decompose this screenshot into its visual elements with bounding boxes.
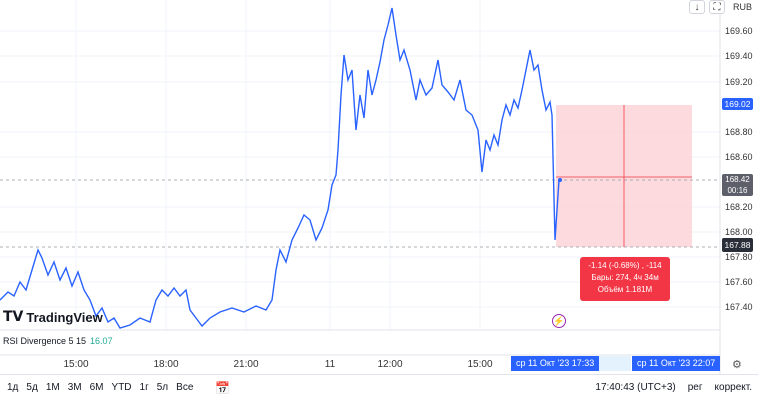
cursor-price: 168.42: [725, 175, 750, 184]
price-tick-label: 167.80: [725, 252, 753, 262]
session-mode[interactable]: рег: [687, 382, 703, 393]
range-button[interactable]: 3М: [67, 382, 82, 393]
top-controls: ↓ ⛶ RUB: [688, 0, 758, 14]
range-button[interactable]: 1М: [45, 382, 60, 393]
price-tick-label: 169.60: [725, 26, 753, 36]
indicator-name: RSI Divergence 5 15: [3, 336, 87, 346]
range-button[interactable]: 6М: [89, 382, 104, 393]
calendar-icon[interactable]: 📅: [215, 380, 231, 395]
indicator-legend[interactable]: RSI Divergence 5 15 16.07: [3, 336, 113, 346]
tradingview-logo[interactable]: 𝗧𝗩 TradingView: [3, 309, 103, 325]
measure-price-tag: 167.88: [722, 238, 753, 252]
time-axis[interactable]: 15:00 18:00 21:00 11 12:00 15:00: [63, 359, 492, 370]
price-tick-label: 168.60: [725, 152, 753, 162]
fullscreen-icon[interactable]: ⛶: [708, 0, 725, 14]
bottom-toolbar: 1д 5д 1М 3М 6М YTD 1г 5л Все 📅 17:40:43 (UTC+3) …: [0, 374, 758, 400]
time-cursor-start: ср 11 Окт '23 17:33: [511, 356, 600, 371]
last-price-tag: 169.02: [722, 98, 753, 110]
time-tick-label: 15:00: [63, 359, 88, 370]
gear-icon[interactable]: ⚙: [732, 359, 742, 371]
time-tick-label: 21:00: [233, 359, 258, 370]
measure-volume: Объём 1.181M: [597, 285, 653, 294]
chart-grid: [0, 0, 720, 330]
price-tick-label: 169.40: [725, 51, 753, 61]
range-button[interactable]: 1г: [139, 382, 149, 393]
logo-mark-icon: 𝗧𝗩: [3, 309, 24, 325]
measure-info-box: -1.14 (-0.68%) , -114 Бары: 274, 4ч 34м …: [580, 257, 670, 301]
price-tick-label: 168.80: [725, 127, 753, 137]
price-series-line: [0, 7, 560, 329]
range-buttons: 1д 5д 1М 3М 6М YTD 1г 5л Все: [0, 382, 197, 393]
price-tick-label: 169.20: [725, 77, 753, 87]
logo-text: TradingView: [26, 309, 103, 325]
price-tick-label: 167.60: [725, 277, 753, 287]
range-button[interactable]: 5л: [156, 382, 169, 393]
time-tick-label: 18:00: [153, 359, 178, 370]
time-tick-label: 11: [325, 359, 336, 370]
lightning-icon[interactable]: ⚡: [552, 314, 566, 328]
indicator-value: 16.07: [90, 336, 113, 346]
clock[interactable]: 17:40:43 (UTC+3): [595, 382, 676, 393]
price-tick-label: 167.40: [725, 302, 753, 312]
time-tick-label: 15:00: [467, 359, 492, 370]
time-cursor-end: ср 11 Окт '23 22:07: [632, 356, 721, 371]
countdown: 00:16: [727, 186, 748, 195]
currency-label[interactable]: RUB: [732, 2, 752, 12]
range-button[interactable]: YTD: [111, 382, 132, 393]
bottom-right-controls: 17:40:43 (UTC+3) рег коррект.: [595, 382, 752, 393]
range-button[interactable]: 1д: [7, 382, 19, 393]
price-axis[interactable]: 169.60 169.40 169.20 168.80 168.60 168.20 168.…: [725, 26, 753, 312]
measure-change: -1.14 (-0.68%) , -114: [588, 261, 662, 270]
arrow-down-icon[interactable]: ↓: [688, 0, 705, 14]
range-button[interactable]: Все: [176, 382, 194, 393]
cursor-point: [558, 178, 562, 182]
range-button[interactable]: 5д: [26, 382, 38, 393]
adjust-mode[interactable]: коррект.: [714, 382, 752, 393]
measure-bars: Бары: 274, 4ч 34м: [591, 273, 659, 282]
cursor-price-tag: 168.42 00:16: [722, 174, 753, 196]
price-tick-label: 168.20: [725, 202, 753, 212]
time-tick-label: 12:00: [377, 359, 402, 370]
price-tick-label: 168.00: [725, 227, 753, 237]
